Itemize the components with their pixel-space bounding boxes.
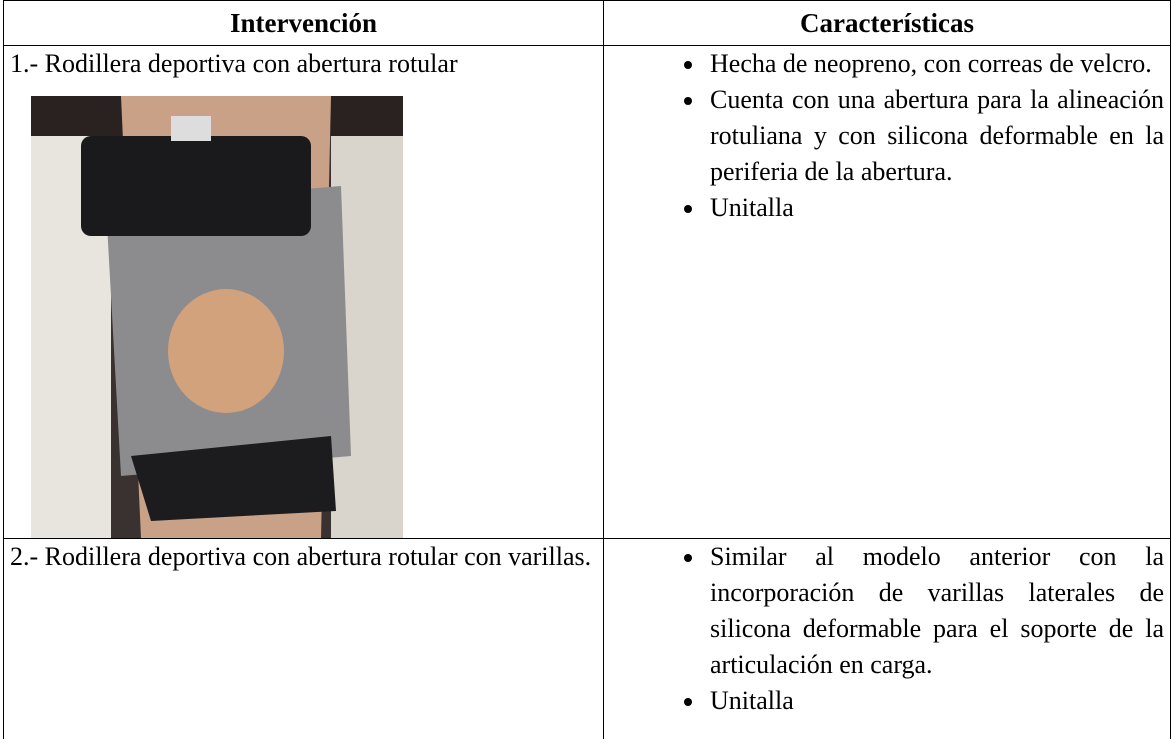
feature-item: Cuenta con una abertura para la alineaci…: [706, 82, 1164, 190]
intervention-cell: 2.- Rodillera deportiva con abertura rot…: [4, 539, 604, 739]
header-cell: Intervención: [4, 1, 604, 46]
intervention-text: 1.- Rodillera deportiva con abertura rot…: [10, 46, 597, 82]
features-cell: Hecha de neopreno, con correas de velcro…: [604, 46, 1171, 539]
feature-item: Unitalla: [706, 190, 1164, 226]
table-row: 2.- Rodillera deportiva con abertura rot…: [4, 539, 1171, 739]
header-cell: Características: [604, 1, 1171, 46]
features-cell: Similar al modelo anterior con la incorp…: [604, 539, 1171, 739]
feature-item: Similar al modelo anterior con la incorp…: [706, 539, 1164, 683]
comparison-table: Intervención Características 1.- Rodille…: [3, 0, 1171, 739]
feature-item: Unitalla: [706, 683, 1164, 719]
page: Intervención Características 1.- Rodille…: [0, 0, 1172, 711]
feature-list: Similar al modelo anterior con la incorp…: [610, 539, 1164, 719]
intervention-text: 2.- Rodillera deportiva con abertura rot…: [10, 539, 597, 575]
knee-brace-photo: [31, 96, 403, 538]
table-row: 1.- Rodillera deportiva con abertura rot…: [4, 46, 1171, 539]
header-row: Intervención Características: [4, 1, 1171, 46]
intervention-cell: 1.- Rodillera deportiva con abertura rot…: [4, 46, 604, 539]
feature-list: Hecha de neopreno, con correas de velcro…: [610, 46, 1164, 226]
feature-item: Hecha de neopreno, con correas de velcro…: [706, 46, 1164, 82]
